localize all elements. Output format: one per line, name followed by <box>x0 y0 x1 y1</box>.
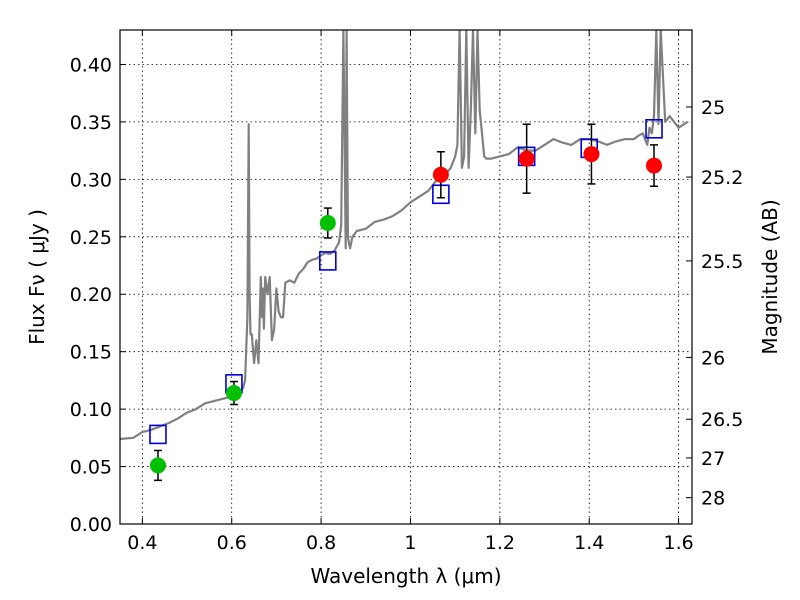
model-spectrum-layer <box>120 30 689 441</box>
model-photometry-square <box>645 119 663 139</box>
mag-tick-label: 27 <box>701 448 725 470</box>
x-tick-label: 1.4 <box>574 532 604 554</box>
x-axis-label: Wavelength λ (μm) <box>310 564 501 588</box>
y-tick-label: 0.15 <box>70 342 112 364</box>
x-tick-label: 0.8 <box>306 532 336 554</box>
model-photometry-square <box>149 424 167 445</box>
y-tick-label: 0.30 <box>70 169 112 191</box>
y-tick-label: 0.25 <box>70 227 112 249</box>
mag-tick-label: 26 <box>701 347 725 369</box>
y-tick-label: 0.00 <box>70 514 112 536</box>
observed-flux-point <box>432 166 449 183</box>
data-points-layer <box>149 119 663 482</box>
axis-ticks <box>120 30 692 525</box>
model-photometry-square <box>318 251 337 271</box>
observed-flux-point <box>518 150 535 167</box>
x-tick-label: 1.6 <box>663 532 693 554</box>
tick-labels: 0.4 0.6 0.8 1 1.2 1.4 1.6 0.00 0.05 0.10 0.15 0.20 0… <box>70 54 744 554</box>
x-tick-label: 0.6 <box>217 532 247 554</box>
y-axis-label: Flux Fν ( μJy ) <box>25 209 49 345</box>
observed-flux-point <box>646 157 663 174</box>
observed-flux-point <box>319 215 336 232</box>
grid <box>120 30 692 525</box>
mag-tick-label: 26.5 <box>701 409 743 431</box>
observed-flux-point <box>583 146 600 163</box>
y-tick-label: 0.10 <box>70 399 112 421</box>
y-tick-label: 0.40 <box>70 54 112 76</box>
y-tick-label: 0.05 <box>70 457 112 479</box>
mag-tick-label: 25 <box>701 97 725 119</box>
mag-tick-label: 25.5 <box>701 251 743 273</box>
y2-axis-label: Magnitude (AB) <box>758 199 782 354</box>
model-spectrum-line <box>120 30 689 441</box>
observed-flux-point <box>225 385 242 402</box>
x-tick-label: 0.4 <box>127 532 157 554</box>
mag-tick-label: 28 <box>701 488 725 510</box>
y-tick-label: 0.20 <box>70 284 112 306</box>
observed-flux-point <box>149 457 166 474</box>
x-tick-label: 1.2 <box>485 532 515 554</box>
mag-tick-label: 25.2 <box>701 167 743 189</box>
plot-frame <box>119 29 693 525</box>
y-tick-label: 0.35 <box>70 112 112 134</box>
x-tick-label: 1 <box>404 532 416 554</box>
